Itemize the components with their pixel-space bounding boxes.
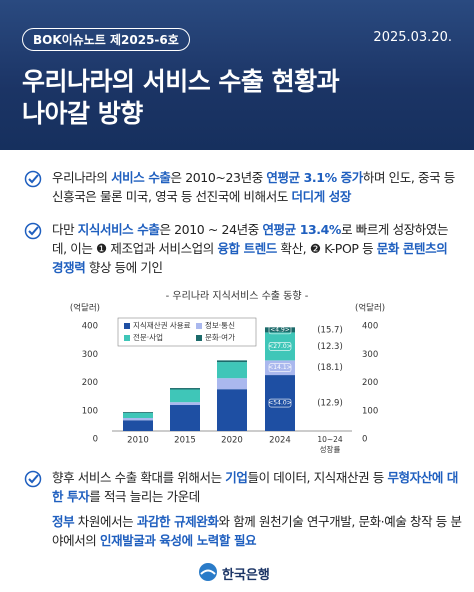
share-label: <14.1> bbox=[268, 364, 291, 371]
text: 와 함께 원천기술 연구개발, 문화·예술 창작 등 분야에서의 bbox=[52, 514, 462, 548]
header: BOK이슈노트 제2025-6호 2025.03.20. 우리나라의 서비스 수… bbox=[0, 0, 474, 150]
check-icon bbox=[24, 470, 42, 488]
legend-label: 지식재산권 사용료 bbox=[133, 320, 191, 330]
title: 우리나라의 서비스 수출 현황과 bbox=[22, 67, 340, 96]
text: 다만 bbox=[52, 222, 78, 237]
y-tick-label: 400 bbox=[82, 322, 98, 332]
bar-segment bbox=[123, 420, 153, 431]
bar-segment bbox=[265, 360, 295, 376]
bar-segment bbox=[123, 412, 153, 419]
share-label: <27.0> bbox=[268, 343, 291, 350]
y2-tick-label: 400 bbox=[362, 322, 378, 332]
bar-segment bbox=[217, 389, 247, 431]
highlight: 문화 콘텐츠의 경쟁력 bbox=[52, 241, 448, 275]
text: 향상 등에 기인 bbox=[85, 260, 163, 275]
x-tick-label: 2024 bbox=[269, 436, 291, 446]
text: 하며 인도, 중국 등 신흥국은 물론 미국, 영국 등 선진국에 비해서도 bbox=[52, 170, 455, 204]
bar-segment bbox=[123, 418, 153, 421]
chart-title: - 우리나라 지식서비스 수출 동향 - bbox=[166, 290, 309, 302]
text: 은 2010~23년중 bbox=[170, 170, 267, 185]
y-tick-label: 100 bbox=[82, 406, 98, 416]
y2-unit: (억달러) bbox=[355, 303, 385, 314]
badge: BOK이슈노트 제2025-6호 bbox=[22, 28, 190, 51]
bar-segment bbox=[265, 375, 295, 431]
highlight: 지식서비스 수출 bbox=[77, 222, 160, 237]
y2-tick-label: 100 bbox=[362, 406, 378, 416]
growth-label: (12.9) bbox=[317, 399, 343, 409]
bar-segment bbox=[217, 362, 247, 379]
text: 확산, ❷ K-POP 등 bbox=[276, 241, 377, 256]
date: 2025.03.20. bbox=[373, 30, 452, 45]
org-name: 한국은행 bbox=[222, 568, 270, 583]
highlight: 더디게 성장 bbox=[291, 189, 352, 204]
highlight: 기업 bbox=[225, 470, 248, 485]
growth-header: 성장률 bbox=[320, 444, 341, 454]
legend-label: 정보·통신 bbox=[205, 320, 235, 330]
paragraph: 정부 차원에서는 과감한 규제완화와 함께 원천기술 연구개발, 문화·예술 창… bbox=[52, 512, 462, 550]
bar-segment bbox=[217, 360, 247, 363]
legend-box bbox=[117, 317, 257, 347]
highlight: 서비스 수출 bbox=[111, 170, 171, 185]
text: 차원에서는 bbox=[74, 514, 137, 529]
highlight: 정부 bbox=[52, 514, 75, 529]
check-icon bbox=[24, 222, 42, 240]
growth-label: (12.3) bbox=[317, 342, 343, 352]
y2-tick-label: 200 bbox=[362, 378, 378, 388]
text: 로 빠르게 성장하였는데, 이는 ❶ 제조업과 서비스업의 bbox=[52, 222, 449, 256]
bar-segment bbox=[123, 412, 153, 413]
bar-segment bbox=[170, 405, 200, 431]
logo bbox=[199, 563, 217, 581]
bar-segment bbox=[170, 389, 200, 403]
x-tick-label: 2015 bbox=[174, 436, 196, 446]
share-box bbox=[268, 398, 292, 408]
share-box bbox=[268, 342, 292, 351]
bar-segment bbox=[265, 332, 295, 361]
highlight: 연평균 3.1% 증가 bbox=[266, 170, 363, 185]
y2-tick-label: 300 bbox=[362, 350, 378, 360]
text: 향후 서비스 수출 확대를 위해서는 bbox=[52, 470, 226, 485]
chart: - 우리나라 지식서비스 수출 동향 - (억달러) (억달러) 0 100 200 300… bbox=[70, 290, 385, 454]
y-tick-label: 200 bbox=[82, 378, 98, 388]
text: 를 적극 늘리는 가운데 bbox=[89, 489, 200, 504]
text: 우리나라의 bbox=[52, 170, 112, 185]
y-tick-label: 0 bbox=[93, 435, 98, 445]
paragraph: 우리나라의 서비스 수출은 2010~23년중 연평균 3.1% 증가하며 인도… bbox=[52, 168, 462, 206]
x-tick-label: 2010 bbox=[127, 436, 149, 446]
y-unit: (억달러) bbox=[70, 303, 100, 314]
legend-swatch bbox=[196, 335, 202, 341]
growth-label: (15.7) bbox=[317, 325, 343, 335]
legend-label: 문화·여가 bbox=[205, 332, 235, 342]
growth-header: 10~24 bbox=[317, 435, 343, 444]
legend-swatch bbox=[124, 335, 130, 341]
share-box bbox=[268, 325, 292, 335]
highlight: 과감한 규제완화 bbox=[136, 514, 219, 529]
x-tick-label: 2020 bbox=[221, 436, 243, 446]
y-tick-label: 300 bbox=[82, 350, 98, 360]
legend-swatch bbox=[196, 323, 202, 329]
growth-label: (18.1) bbox=[317, 363, 343, 373]
text: 들이 데이터, 지식재산권 등 bbox=[247, 470, 388, 485]
highlight: 무형자산에 대한 투자 bbox=[52, 470, 459, 504]
y2-tick-label: 0 bbox=[362, 435, 367, 445]
paragraph: 향후 서비스 수출 확대를 위해서는 기업들이 데이터, 지식재산권 등 무형자… bbox=[52, 468, 462, 506]
legend-swatch bbox=[124, 323, 130, 329]
share-label: <54.0> bbox=[268, 400, 291, 407]
text: 은 2010 ~ 24년중 bbox=[159, 222, 263, 237]
check-icon bbox=[24, 170, 42, 188]
bar-segment bbox=[170, 402, 200, 406]
bar-segment bbox=[265, 327, 295, 333]
bar-segment bbox=[170, 388, 200, 390]
highlight: 융합 트렌드 bbox=[217, 241, 277, 256]
legend-label: 전문·사업 bbox=[133, 332, 163, 342]
bar-segment bbox=[217, 378, 247, 390]
highlight: 연평균 13.4% bbox=[262, 222, 342, 237]
share-label: <4.9> bbox=[270, 326, 290, 333]
paragraph: 다만 지식서비스 수출은 2010 ~ 24년중 연평균 13.4%로 빠르게 … bbox=[52, 220, 462, 277]
title: 나아갈 방향 bbox=[22, 99, 143, 128]
highlight: 인재발굴과 육성에 노력할 필요 bbox=[99, 533, 257, 548]
share-box bbox=[268, 363, 292, 373]
